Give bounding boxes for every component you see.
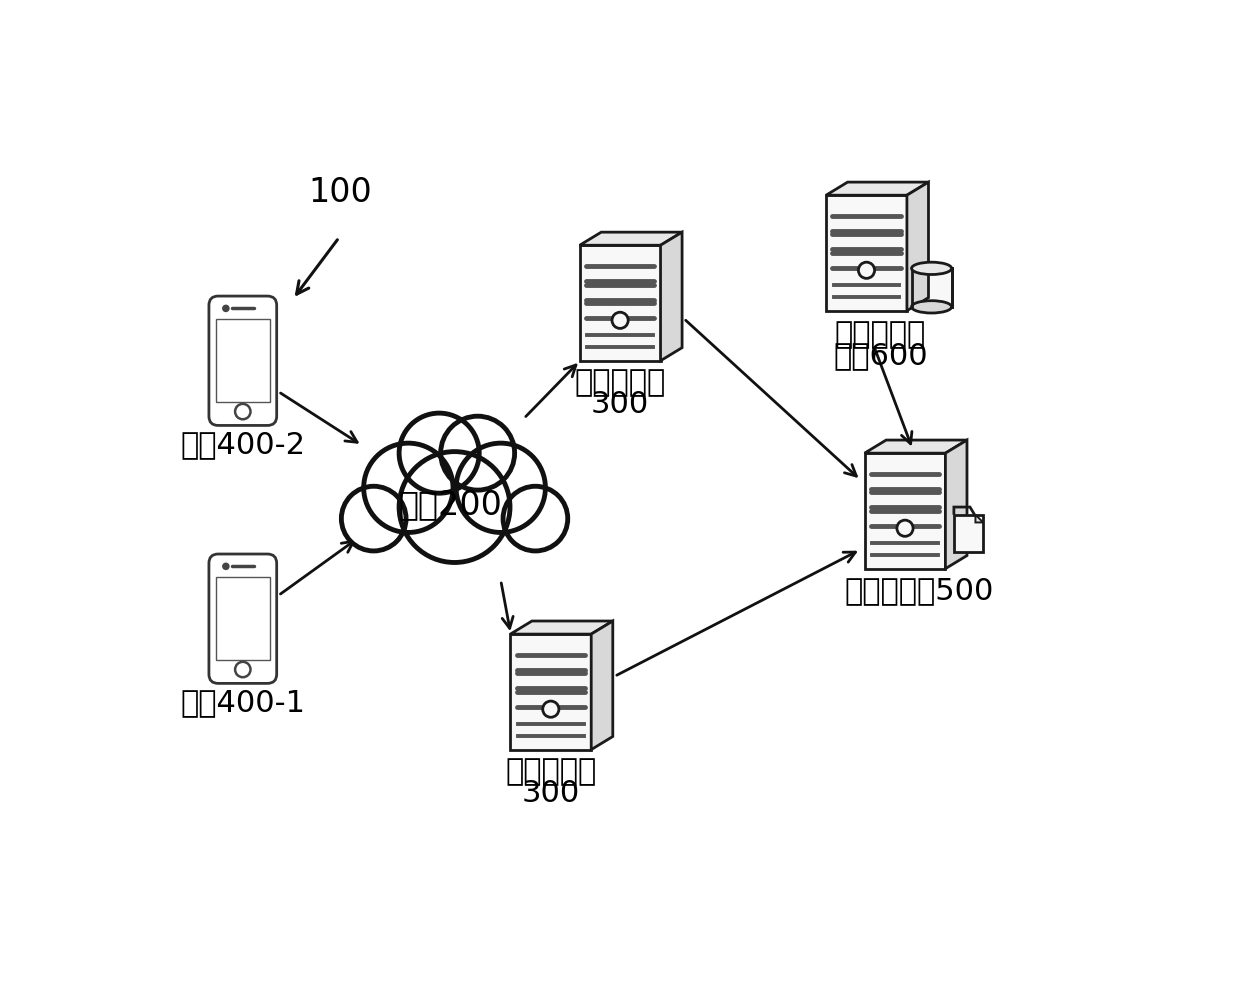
Circle shape (399, 451, 510, 562)
Bar (216, 577, 270, 660)
Polygon shape (906, 182, 929, 310)
Polygon shape (511, 621, 613, 634)
Circle shape (341, 487, 405, 551)
Text: 务器600: 务器600 (833, 342, 928, 370)
Circle shape (223, 563, 229, 569)
Polygon shape (661, 232, 682, 361)
Circle shape (858, 262, 874, 279)
Polygon shape (976, 515, 983, 522)
Circle shape (503, 487, 568, 551)
Bar (826, 195, 906, 310)
Text: 300: 300 (522, 779, 580, 808)
Text: 业务服务器: 业务服务器 (505, 757, 596, 786)
Text: 终端400-2: 终端400-2 (180, 430, 305, 459)
Circle shape (505, 488, 567, 550)
Circle shape (456, 443, 546, 533)
Circle shape (366, 445, 451, 531)
Circle shape (399, 413, 479, 493)
Circle shape (401, 453, 508, 560)
FancyBboxPatch shape (208, 554, 277, 684)
Text: 缓存服务器500: 缓存服务器500 (844, 576, 993, 606)
Polygon shape (945, 440, 967, 568)
Text: 网络200: 网络200 (399, 489, 502, 521)
Circle shape (443, 418, 513, 489)
FancyBboxPatch shape (208, 296, 277, 426)
Bar (864, 453, 945, 568)
Circle shape (343, 488, 404, 550)
Circle shape (613, 312, 629, 328)
Circle shape (458, 445, 544, 531)
Bar (911, 268, 951, 307)
Circle shape (401, 415, 477, 492)
Circle shape (543, 701, 559, 717)
Circle shape (223, 305, 229, 311)
Ellipse shape (911, 300, 951, 313)
Text: 300: 300 (591, 390, 650, 419)
Bar (216, 319, 270, 402)
Text: 终端400-1: 终端400-1 (180, 688, 305, 717)
Polygon shape (864, 440, 967, 453)
Circle shape (363, 443, 453, 533)
Circle shape (897, 520, 913, 536)
Circle shape (236, 404, 250, 420)
Text: 业务服务器: 业务服务器 (574, 368, 666, 398)
Ellipse shape (911, 262, 951, 275)
Text: 100: 100 (309, 176, 372, 209)
Circle shape (236, 662, 250, 678)
Bar (511, 634, 591, 750)
Polygon shape (591, 621, 613, 750)
Polygon shape (579, 232, 682, 245)
Polygon shape (826, 182, 929, 195)
Bar (954, 515, 983, 552)
Circle shape (440, 417, 515, 491)
Bar (579, 245, 661, 361)
Text: 业务数据服: 业务数据服 (835, 320, 926, 349)
